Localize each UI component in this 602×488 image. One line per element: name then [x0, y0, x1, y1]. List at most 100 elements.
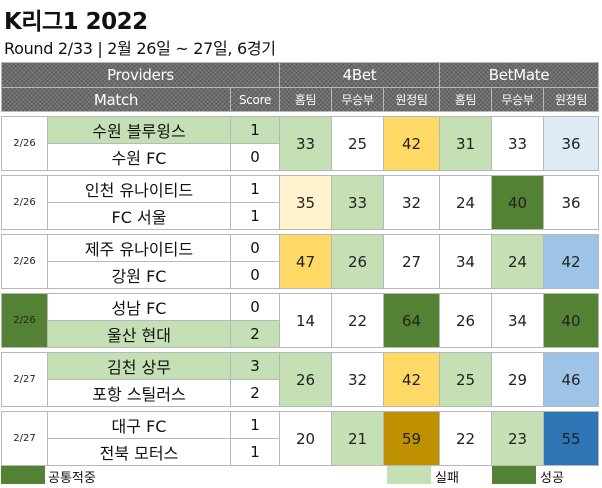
match-row-away: FC 서울 1	[2, 202, 599, 230]
4bet-odds-away: 64	[382, 293, 441, 348]
away-score: 2	[230, 379, 280, 407]
4bet-odds-away: 42	[382, 116, 441, 171]
legend-label-fail: 실패	[435, 471, 459, 486]
home-team: 인천 유나이티드	[47, 175, 231, 203]
match-date: 2/26	[1, 234, 48, 289]
home-score: 1	[230, 116, 280, 144]
4bet-odds-home: 26	[279, 352, 332, 407]
header-row-columns: Match Score 홈팀 무승부 원정팀 홈팀 무승부 원정팀	[1, 87, 600, 112]
4bet-odds-away: 42	[382, 352, 441, 407]
betmate-odds-draw: 23	[491, 411, 545, 466]
away-score: 2	[230, 320, 280, 348]
away-team: 수원 FC	[47, 143, 231, 171]
providers-header: Providers	[1, 62, 280, 88]
betmate-odds-draw: 29	[491, 352, 545, 407]
away-team: 강원 FC	[47, 261, 231, 289]
betmate-odds-home: 34	[439, 234, 493, 289]
betmate-odds-home: 26	[439, 293, 493, 348]
4bet-away-header: 원정팀	[382, 87, 441, 112]
legend: 공통적중 실패 성공	[0, 464, 600, 486]
4bet-odds-home: 47	[279, 234, 332, 289]
home-score: 3	[230, 352, 280, 380]
home-team: 김천 상무	[47, 352, 231, 380]
match-row: 2/26 성남 FC 0 14 22 64 26 34 40	[1, 293, 600, 348]
betmate-odds-draw: 40	[491, 175, 545, 230]
betmate-odds-draw: 24	[491, 234, 545, 289]
away-team: 울산 현대	[47, 320, 231, 348]
odds-table: Providers 4Bet BetMate Match Score 홈팀 무승…	[1, 62, 600, 466]
4bet-odds-home: 33	[279, 116, 332, 171]
legend-label-common-hit: 공통적중	[48, 471, 96, 486]
4bet-odds-home: 35	[279, 175, 332, 230]
betmate-draw-header: 무승부	[491, 87, 545, 112]
4bet-odds-home: 20	[279, 411, 332, 466]
away-score: 1	[230, 202, 280, 230]
betmate-odds-away: 36	[543, 175, 600, 230]
betmate-odds-home: 24	[439, 175, 493, 230]
match-row-away: 포항 스틸러스 2	[2, 379, 599, 407]
4bet-odds-draw: 25	[331, 116, 384, 171]
round-subtitle: Round 2/33 | 2월 26일 ~ 27일, 6경기	[4, 39, 276, 58]
betmate-odds-draw: 33	[491, 116, 545, 171]
away-score: 0	[230, 143, 280, 171]
away-team: FC 서울	[47, 202, 231, 230]
home-score: 0	[230, 293, 280, 321]
legend-swatch-success	[492, 466, 536, 484]
4bet-odds-draw: 32	[331, 352, 384, 407]
4bet-odds-away: 32	[382, 175, 441, 230]
betmate-odds-home: 31	[439, 116, 493, 171]
4bet-odds-draw: 33	[331, 175, 384, 230]
match-date: 2/26	[1, 116, 48, 171]
home-team: 성남 FC	[47, 293, 231, 321]
match-row: 2/26 인천 유나이티드 1 35 33 32 24 40 36	[1, 175, 600, 230]
home-score: 1	[230, 411, 280, 439]
home-team: 수원 블루윙스	[47, 116, 231, 144]
home-team: 대구 FC	[47, 411, 231, 439]
4bet-home-header: 홈팀	[279, 87, 332, 112]
4bet-odds-draw: 26	[331, 234, 384, 289]
score-header: Score	[230, 87, 280, 112]
provider-betmate-header: BetMate	[439, 62, 600, 88]
match-header: Match	[1, 87, 231, 112]
match-row-away: 강원 FC 0	[2, 261, 599, 289]
match-row: 2/27 대구 FC 1 20 21 59 22 23 55	[1, 411, 600, 466]
page-title: K리그1 2022	[4, 9, 148, 35]
match-row: 2/27 김천 상무 3 26 32 42 25 29 46	[1, 352, 600, 407]
home-score: 1	[230, 175, 280, 203]
4bet-odds-draw: 22	[331, 293, 384, 348]
match-row: 2/26 제주 유나이티드 0 47 26 27 34 24 42	[1, 234, 600, 289]
match-date: 2/27	[1, 352, 48, 407]
home-score: 0	[230, 234, 280, 262]
match-date: 2/26	[1, 293, 48, 348]
betmate-home-header: 홈팀	[439, 87, 493, 112]
away-score: 0	[230, 261, 280, 289]
header-row-providers: Providers 4Bet BetMate	[1, 62, 600, 88]
legend-swatch-fail	[387, 466, 431, 484]
match-row: 2/26 수원 블루윙스 1 33 25 42 31 33 36	[1, 116, 600, 171]
legend-label-success: 성공	[540, 471, 564, 486]
betmate-odds-home: 22	[439, 411, 493, 466]
home-team: 제주 유나이티드	[47, 234, 231, 262]
provider-4bet-header: 4Bet	[278, 62, 441, 88]
match-row-away: 울산 현대 2	[2, 320, 599, 348]
betmate-odds-away: 46	[543, 352, 600, 407]
match-date: 2/27	[1, 411, 48, 466]
4bet-odds-draw: 21	[331, 411, 384, 466]
4bet-odds-home: 14	[279, 293, 332, 348]
4bet-odds-away: 27	[382, 234, 441, 289]
4bet-odds-away: 59	[382, 411, 441, 466]
legend-swatch-common-hit	[1, 466, 45, 484]
betmate-odds-away: 42	[543, 234, 600, 289]
betmate-odds-home: 25	[439, 352, 493, 407]
betmate-odds-draw: 34	[491, 293, 545, 348]
betmate-away-header: 원정팀	[543, 87, 600, 112]
away-team: 전북 모터스	[47, 438, 231, 466]
betmate-odds-away: 55	[543, 411, 600, 466]
away-team: 포항 스틸러스	[47, 379, 231, 407]
4bet-draw-header: 무승부	[331, 87, 384, 112]
betmate-odds-away: 40	[543, 293, 600, 348]
away-score: 1	[230, 438, 280, 466]
match-date: 2/26	[1, 175, 48, 230]
betmate-odds-away: 36	[543, 116, 600, 171]
match-row-away: 전북 모터스 1	[2, 438, 599, 466]
